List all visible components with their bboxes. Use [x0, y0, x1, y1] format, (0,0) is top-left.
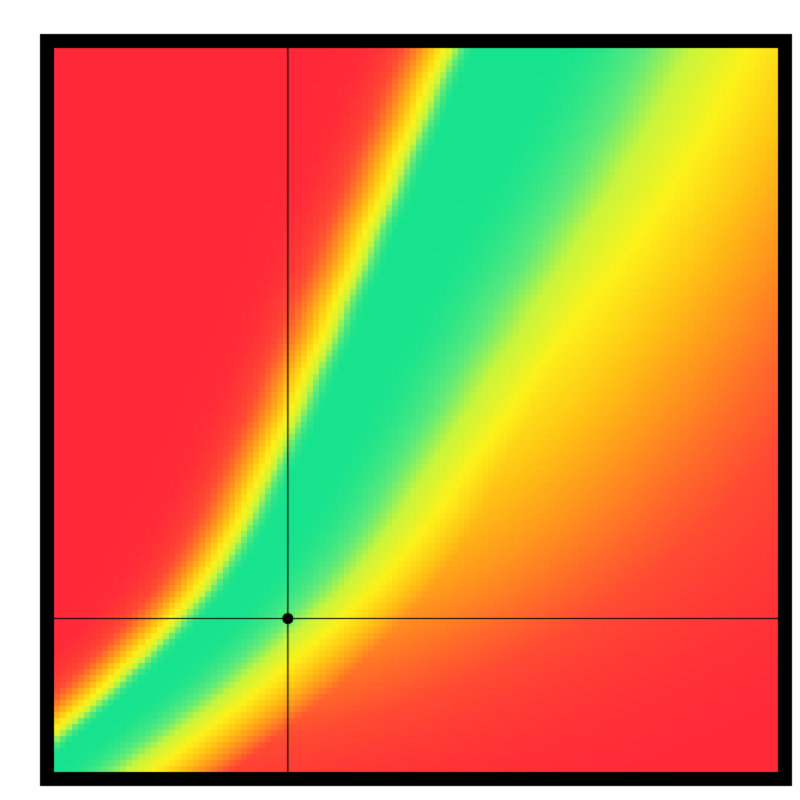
chart-container: TheBottleneck.com [0, 0, 800, 800]
bottleneck-heatmap [0, 0, 800, 800]
